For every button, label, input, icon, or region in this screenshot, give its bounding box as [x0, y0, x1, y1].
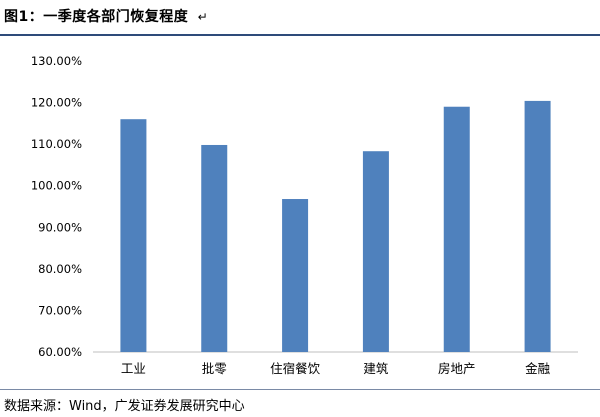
y-tick-label: 60.00% [38, 345, 82, 359]
x-tick-label: 工业 [121, 361, 146, 376]
x-tick-label: 住宿餐饮 [270, 361, 321, 376]
bar-3 [282, 199, 309, 352]
y-tick-label: 100.00% [31, 179, 82, 193]
title-rule [0, 34, 600, 36]
bar-1 [120, 119, 147, 352]
bar-2 [201, 144, 228, 352]
y-tick-label: 90.00% [38, 220, 82, 234]
source-rule [0, 389, 600, 390]
source-note: 数据来源：Wind，广发证券发展研究中心 [4, 399, 245, 414]
x-tick-label: 房地产 [438, 361, 476, 376]
chart-title: 图1：一季度各部门恢复程度 ↵ [4, 6, 208, 26]
x-tick-label: 批零 [202, 361, 228, 376]
bar-6 [524, 100, 551, 352]
y-tick-label: 130.00% [31, 54, 82, 68]
y-tick-label: 70.00% [38, 303, 82, 317]
x-tick-label: 建筑 [363, 361, 389, 376]
y-tick-label: 80.00% [38, 262, 82, 276]
return-mark-icon: ↵ [197, 10, 209, 24]
bar-5 [443, 106, 470, 352]
bar-4 [362, 151, 389, 352]
bar-chart: 60.00% 70.00% 80.00% 90.00% 100.00% 110.00% 12… [31, 54, 578, 376]
y-tick-label: 110.00% [31, 137, 82, 151]
chart-title-text: 图1：一季度各部门恢复程度 [4, 9, 189, 25]
y-tick-label: 120.00% [31, 96, 82, 110]
x-tick-label: 金融 [525, 361, 551, 376]
